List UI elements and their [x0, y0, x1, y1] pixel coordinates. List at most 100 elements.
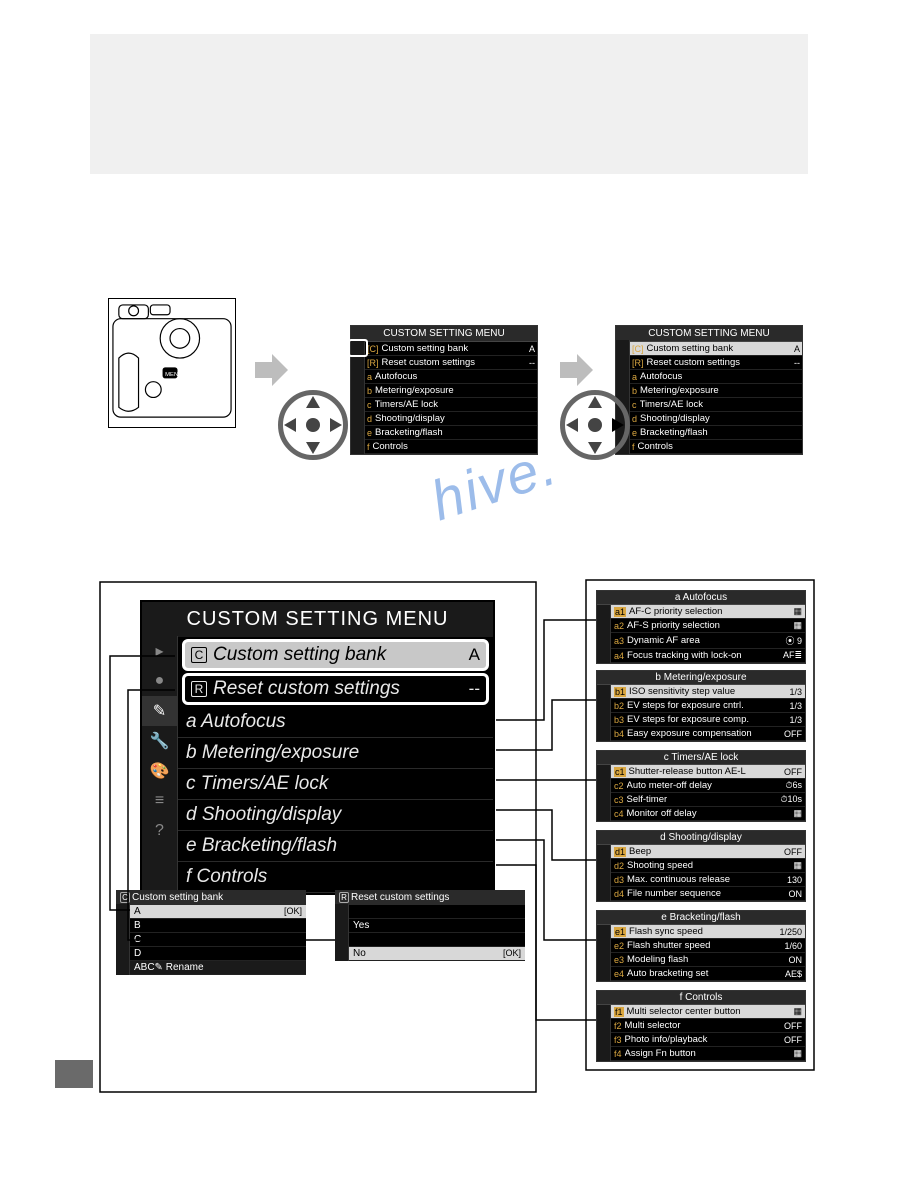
main-menu-row-a[interactable]: a Autofocus	[178, 707, 493, 738]
mini-menu-1: CUSTOM SETTING MENU [C]Custom setting ba…	[350, 325, 538, 455]
submenu-row[interactable]: d2Shooting speed▦	[611, 859, 805, 873]
bank-row[interactable]: A[OK]	[130, 905, 306, 919]
bank-footer: ABC✎ Rename	[130, 961, 306, 975]
main-menu-row-f[interactable]: f Controls	[178, 862, 493, 893]
submenu-row[interactable]: b2EV steps for exposure cntrl.1/3	[611, 699, 805, 713]
svg-text:MENU: MENU	[165, 372, 182, 378]
bank-row[interactable]: C	[130, 933, 306, 947]
main-menu-row-d[interactable]: d Shooting/display	[178, 800, 493, 831]
submenu-row[interactable]: f1Multi selector center button▦	[611, 1005, 805, 1019]
submenu-row[interactable]: f2Multi selectorOFF	[611, 1019, 805, 1033]
submenu-row[interactable]: d3Max. continuous release130	[611, 873, 805, 887]
submenu-title: b Metering/exposure	[597, 671, 805, 685]
main-menu-row-b[interactable]: b Metering/exposure	[178, 738, 493, 769]
bank-submenu: CCustom setting bank A[OK]BCDABC✎ Rename	[116, 890, 306, 975]
mini-menu-row[interactable]: [C]Custom setting bankA	[630, 342, 802, 356]
row-custom-setting-bank[interactable]: C Custom setting bank A	[182, 639, 489, 671]
submenu-row[interactable]: b1ISO sensitivity step value1/3	[611, 685, 805, 699]
mini-menu-row[interactable]: cTimers/AE lock	[630, 398, 802, 412]
wrench-icon[interactable]: 🔧	[142, 726, 177, 756]
mini-menu-title: CUSTOM SETTING MENU	[616, 326, 802, 342]
mini-menu-row[interactable]: cTimers/AE lock	[365, 398, 537, 412]
submenu-title: a Autofocus	[597, 591, 805, 605]
mini-menu-row[interactable]: aAutofocus	[365, 370, 537, 384]
pencil-icon[interactable]: ✎	[142, 696, 177, 726]
mini-menu-row[interactable]: [R]Reset custom settings--	[630, 356, 802, 370]
mini-menu-row[interactable]: eBracketing/flash	[630, 426, 802, 440]
submenu-row[interactable]: f3Photo info/playbackOFF	[611, 1033, 805, 1047]
submenu-title: f Controls	[597, 991, 805, 1005]
submenu-e-bracketing: e Bracketing/flash e1Flash sync speed1/2…	[596, 910, 806, 982]
main-menu-row-e[interactable]: e Bracketing/flash	[178, 831, 493, 862]
mini-menu-row[interactable]: [R]Reset custom settings--	[365, 356, 537, 370]
submenu-f-controls: f Controls f1Multi selector center butto…	[596, 990, 806, 1062]
submenu-row[interactable]: e4Auto bracketing setAE$	[611, 967, 805, 981]
label: Reset custom settings	[213, 678, 469, 700]
arrow-right-icon	[555, 350, 595, 395]
help-icon[interactable]: ?	[142, 816, 177, 846]
main-menu-title: CUSTOM SETTING MENU	[142, 602, 493, 637]
shooting-icon[interactable]: ●	[142, 666, 177, 696]
submenu-row[interactable]: d1BeepOFF	[611, 845, 805, 859]
submenu-row[interactable]: e3Modeling flashON	[611, 953, 805, 967]
mini-menu-title: CUSTOM SETTING MENU	[351, 326, 537, 342]
reset-submenu: RReset custom settings Yes No[OK]	[335, 890, 525, 961]
bank-row[interactable]: B	[130, 919, 306, 933]
recent-icon[interactable]: ≡	[142, 786, 177, 816]
submenu-row[interactable]: e1Flash sync speed1/250	[611, 925, 805, 939]
submenu-title: d Shooting/display	[597, 831, 805, 845]
reset-icon: R	[191, 681, 207, 697]
main-menu-row-c[interactable]: c Timers/AE lock	[178, 769, 493, 800]
mini-menu-row[interactable]: aAutofocus	[630, 370, 802, 384]
row-reset-custom-settings[interactable]: R Reset custom settings --	[182, 673, 489, 705]
submenu-row[interactable]: a3Dynamic AF area⦿ 9	[611, 633, 805, 649]
header-placeholder	[90, 34, 808, 174]
multi-selector-icon	[560, 390, 630, 460]
bank-icon: C	[191, 647, 207, 663]
reset-title: RReset custom settings	[335, 890, 525, 905]
arrow-right-icon	[250, 350, 290, 395]
mini-menu-row[interactable]: [C]Custom setting bankA	[365, 342, 537, 356]
submenu-row[interactable]: c4Monitor off delay▦	[611, 807, 805, 821]
mini-menu-row[interactable]: bMetering/exposure	[630, 384, 802, 398]
submenu-title: c Timers/AE lock	[597, 751, 805, 765]
submenu-d-shooting: d Shooting/display d1BeepOFFd2Shooting s…	[596, 830, 806, 902]
label: Custom setting bank	[213, 644, 469, 666]
mini-menu-row[interactable]: eBracketing/flash	[365, 426, 537, 440]
submenu-row[interactable]: b4Easy exposure compensationOFF	[611, 727, 805, 741]
reset-row[interactable]: No[OK]	[349, 947, 525, 961]
bank-row[interactable]: D	[130, 947, 306, 961]
reset-row[interactable]: Yes	[349, 919, 525, 933]
multi-selector-icon	[278, 390, 348, 460]
submenu-row[interactable]: c3Self-timer⏱10s	[611, 793, 805, 807]
mini-menu-row[interactable]: bMetering/exposure	[365, 384, 537, 398]
submenu-b-metering: b Metering/exposure b1ISO sensitivity st…	[596, 670, 806, 742]
playback-icon[interactable]: ▸	[142, 636, 177, 666]
value: --	[469, 679, 480, 699]
submenu-row[interactable]: c1Shutter-release button AE-LOFF	[611, 765, 805, 779]
submenu-row[interactable]: d4File number sequenceON	[611, 887, 805, 901]
mini-menu-row[interactable]: fControls	[365, 440, 537, 454]
retouch-icon[interactable]: 🎨	[142, 756, 177, 786]
submenu-a-autofocus: a Autofocus a1AF-C priority selection▦a2…	[596, 590, 806, 664]
main-custom-setting-menu: CUSTOM SETTING MENU ▸ ● ✎ 🔧 🎨 ≡ ? C Cust…	[140, 600, 495, 895]
page-badge	[55, 1060, 93, 1088]
mini-menu-2: CUSTOM SETTING MENU [C]Custom setting ba…	[615, 325, 803, 455]
submenu-row[interactable]: a1AF-C priority selection▦	[611, 605, 805, 619]
reset-row[interactable]	[349, 905, 525, 919]
value: A	[469, 645, 480, 665]
mini-menu-row[interactable]: fControls	[630, 440, 802, 454]
camera-illustration: MENU	[108, 298, 236, 428]
reset-row[interactable]	[349, 933, 525, 947]
submenu-c-timers: c Timers/AE lock c1Shutter-release butto…	[596, 750, 806, 822]
submenu-row[interactable]: b3EV steps for exposure comp.1/3	[611, 713, 805, 727]
submenu-row[interactable]: c2Auto meter-off delay⏱6s	[611, 779, 805, 793]
mini-menu-row[interactable]: dShooting/display	[630, 412, 802, 426]
submenu-row[interactable]: a2AF-S priority selection▦	[611, 619, 805, 633]
submenu-row[interactable]: e2Flash shutter speed1/60	[611, 939, 805, 953]
submenu-row[interactable]: a4Focus tracking with lock-onAF≣	[611, 649, 805, 663]
submenu-title: e Bracketing/flash	[597, 911, 805, 925]
submenu-row[interactable]: f4Assign Fn button▦	[611, 1047, 805, 1061]
bank-title: CCustom setting bank	[116, 890, 306, 905]
mini-menu-row[interactable]: dShooting/display	[365, 412, 537, 426]
